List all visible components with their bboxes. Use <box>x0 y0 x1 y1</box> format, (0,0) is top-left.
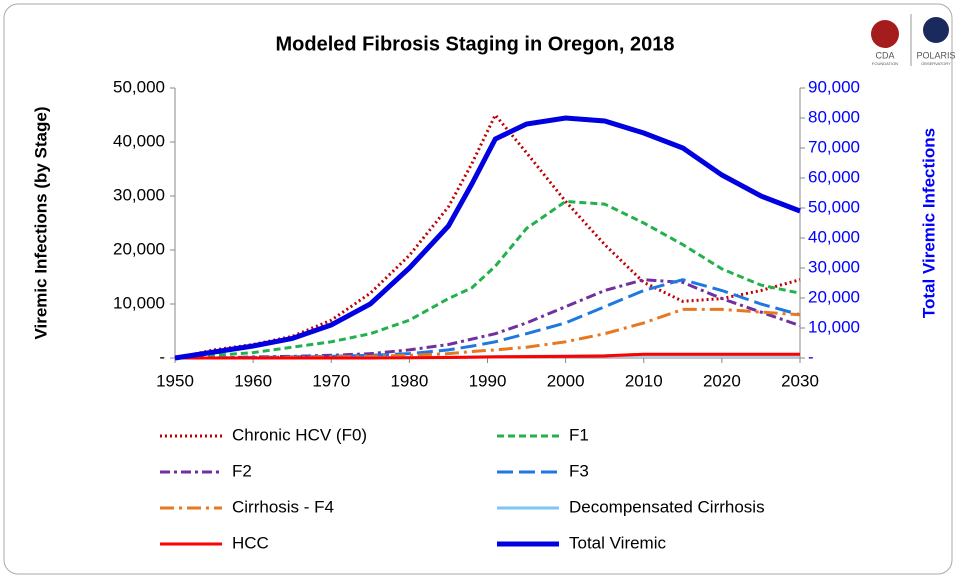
y-tick-label: 10,000 <box>113 293 165 312</box>
y2-tick-label: 90,000 <box>808 77 860 96</box>
logo-text: FOUNDATION <box>872 61 898 66</box>
y2-tick-label: 10,000 <box>808 317 860 336</box>
logo-text: POLARIS <box>916 50 955 60</box>
legend-label: Chronic HCV (F0) <box>232 425 367 444</box>
y-tick-label: 50,000 <box>113 77 165 96</box>
x-tick-label: 1980 <box>390 371 428 390</box>
y2-tick-label: 40,000 <box>808 227 860 246</box>
x-tick-label: 1950 <box>156 371 194 390</box>
legend-label: Cirrhosis - F4 <box>232 497 334 516</box>
x-tick-label: 2010 <box>625 371 663 390</box>
y2-tick-label: 80,000 <box>808 107 860 126</box>
y2-tick-label: 70,000 <box>808 137 860 156</box>
logos: CDA FOUNDATION POLARIS OBSERVATORY <box>871 14 956 66</box>
polaris-logo <box>923 17 949 43</box>
y-tick-label: 40,000 <box>113 131 165 150</box>
y-tick-label: - <box>159 347 165 366</box>
chart-title: Modeled Fibrosis Staging in Oregon, 2018 <box>276 33 675 55</box>
series-line <box>174 115 801 361</box>
legend-label: F1 <box>569 425 589 444</box>
y-axis-label: Viremic Infections (by Stage) <box>31 106 50 339</box>
x-tick-label: 1960 <box>234 371 272 390</box>
chart-frame <box>3 3 953 575</box>
legend-label: F2 <box>232 461 252 480</box>
logo-text: OBSERVATORY <box>921 61 951 66</box>
x-tick-label: 1970 <box>312 371 350 390</box>
y-tick-label: 20,000 <box>113 239 165 258</box>
legend-label: HCC <box>232 533 269 552</box>
x-tick-label: 2020 <box>703 371 741 390</box>
y2-axis-label: Total Viremic Infections <box>919 128 938 318</box>
legend-label: Total Viremic <box>569 533 666 552</box>
y2-tick-label: 60,000 <box>808 167 860 186</box>
x-tick-label: 2030 <box>781 371 819 390</box>
x-tick-label: 2000 <box>547 371 585 390</box>
x-tick-label: 1990 <box>469 371 507 390</box>
y2-tick-label: 20,000 <box>808 287 860 306</box>
logo-text: CDA <box>875 50 894 60</box>
y-tick-label: 30,000 <box>113 185 165 204</box>
legend-label: Decompensated Cirrhosis <box>569 497 765 516</box>
y2-tick-label: 30,000 <box>808 257 860 276</box>
cda-logo <box>871 20 899 48</box>
legend-label: F3 <box>569 461 589 480</box>
series-line <box>175 352 800 360</box>
y2-tick-label: 50,000 <box>808 197 860 216</box>
series-line <box>174 112 801 360</box>
series-line <box>174 199 801 360</box>
y2-tick-label: - <box>808 347 814 366</box>
